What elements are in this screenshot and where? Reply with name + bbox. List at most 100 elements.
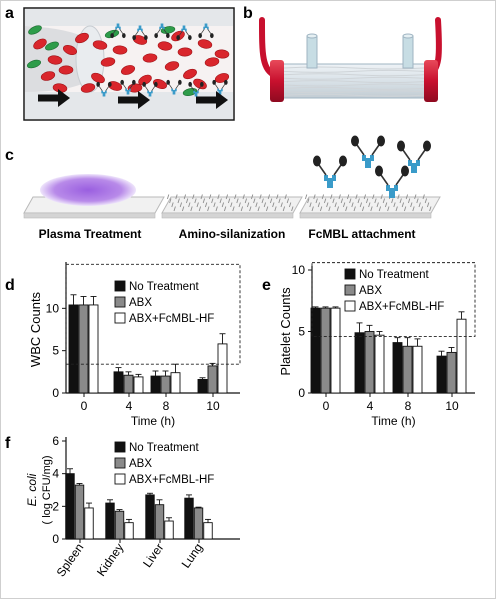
x-tick-label: 0 <box>81 399 88 413</box>
error-bar <box>80 296 87 305</box>
error-bar <box>70 294 77 305</box>
bar-no-treatment-lung <box>184 497 194 540</box>
legend-swatch <box>114 280 126 292</box>
bar-abx-fcmbl-hf-kidney <box>124 522 134 540</box>
error-bar <box>86 502 92 508</box>
bar-abx-liver <box>154 504 165 540</box>
red-blood-cell-icon <box>204 57 220 67</box>
y-tick-label: 0 <box>52 532 59 546</box>
error-bar <box>116 509 123 512</box>
red-blood-cell-icon <box>197 39 213 49</box>
error-bar <box>107 499 113 504</box>
x-tick-label: 4 <box>126 399 133 413</box>
bar-abx-4 <box>123 374 134 394</box>
blood-channel-illustration <box>23 7 235 121</box>
legend-swatch <box>114 441 126 453</box>
bar-abx-fcmbl-hf-4 <box>374 334 385 394</box>
y-axis-unit: ( log CFU/mg) <box>41 455 53 524</box>
y-tick-label: 0 <box>52 386 59 400</box>
error-bar <box>156 499 163 505</box>
error-bar <box>90 296 97 305</box>
x-tick-label: 4 <box>367 399 374 413</box>
step-label-fcmbl: FcMBL attachment <box>308 227 415 241</box>
legend-label: ABX <box>129 458 152 470</box>
y-tick-label: 5 <box>298 325 305 339</box>
hollow-fiber-device-icon <box>259 17 442 102</box>
legend-label: No Treatment <box>359 269 429 281</box>
red-blood-cell-icon <box>214 49 230 59</box>
legend-swatch <box>114 296 126 308</box>
bar-abx-10 <box>207 365 218 394</box>
bar-abx-fcmbl-hf-0 <box>88 304 99 394</box>
legend-label: No Treatment <box>129 281 199 293</box>
error-bar <box>195 506 202 508</box>
bar-abx-fcmbl-hf-liver <box>164 520 174 540</box>
x-tick-label: 10 <box>445 399 459 413</box>
panel-label-a: a <box>5 5 14 22</box>
dashed-reference-box <box>311 262 476 337</box>
x-tick-label: Lung <box>179 541 206 571</box>
y-axis-label: Platelet Counts <box>278 287 293 376</box>
red-blood-cell-icon <box>193 78 207 90</box>
error-bar <box>147 492 153 495</box>
legend-swatch <box>114 473 126 485</box>
red-blood-cell-icon <box>40 71 56 81</box>
error-bar <box>166 517 172 522</box>
red-blood-cell-icon <box>142 53 158 63</box>
wbc-counts-chart: 0 5 10 0 4 8 10 Time (h) WBC Counts No Treatment A… <box>28 262 241 428</box>
legend-label: ABX+FcMBL-HF <box>359 301 444 313</box>
y-tick-label: 5 <box>52 344 59 358</box>
bar-abx-fcmbl-hf-8 <box>412 345 423 394</box>
bar-abx-fcmbl-hf-8 <box>170 372 181 394</box>
error-bar <box>394 337 401 343</box>
red-blood-cell-icon <box>157 41 173 51</box>
red-blood-cell-icon <box>91 72 105 84</box>
legend-swatch <box>344 300 356 312</box>
bar-abx-spleen <box>74 484 85 540</box>
bar-abx-fcmbl-hf-0 <box>330 307 341 394</box>
y-axis-label: WBC Counts <box>28 291 43 367</box>
panel-label-b: b <box>243 5 253 22</box>
y-tick-label: 4 <box>52 467 59 481</box>
bar-abx-10 <box>446 351 457 394</box>
x-axis-label: Time (h) <box>371 414 415 428</box>
error-bar <box>199 377 206 380</box>
error-bar <box>126 518 132 523</box>
bar-no-treatment-4 <box>354 332 365 394</box>
error-bar <box>67 468 73 474</box>
x-tick-label: 10 <box>206 399 220 413</box>
red-blood-cell-icon <box>164 61 180 71</box>
x-tick-label: Kidney <box>94 541 127 579</box>
step-label-silanization: Amino-silanization <box>179 227 286 241</box>
bar-abx-4 <box>364 331 375 394</box>
red-blood-cell-icon <box>75 32 89 44</box>
x-tick-label: 8 <box>405 399 412 413</box>
panel-label-f: f <box>5 435 11 452</box>
bar-abx-8 <box>160 375 171 394</box>
legend-swatch <box>344 268 356 280</box>
bar-no-treatment-spleen <box>65 473 75 540</box>
bar-no-treatment-0 <box>68 304 79 394</box>
red-blood-cell-icon <box>92 40 108 50</box>
legend-swatch <box>114 312 126 324</box>
bar-abx-lung <box>193 507 204 540</box>
bar-abx-fcmbl-hf-10 <box>456 318 467 394</box>
bar-abx-fcmbl-hf-4 <box>133 376 144 394</box>
red-blood-cell-icon <box>138 74 152 86</box>
bar-no-treatment-8 <box>392 342 403 394</box>
error-bar <box>125 371 132 376</box>
legend-label: ABX <box>129 297 152 309</box>
y-tick-label: 6 <box>52 434 59 448</box>
error-bar <box>404 337 411 347</box>
legend-swatch <box>114 457 126 469</box>
panel-label-d: d <box>5 277 15 294</box>
red-blood-cell-icon <box>62 45 78 55</box>
error-bar <box>219 333 226 344</box>
error-bar <box>205 518 211 523</box>
error-bar <box>414 338 421 347</box>
legend-label: ABX <box>359 285 382 297</box>
white-blood-cell-icon <box>28 25 42 35</box>
error-bar <box>186 494 192 499</box>
error-bar <box>376 331 383 336</box>
